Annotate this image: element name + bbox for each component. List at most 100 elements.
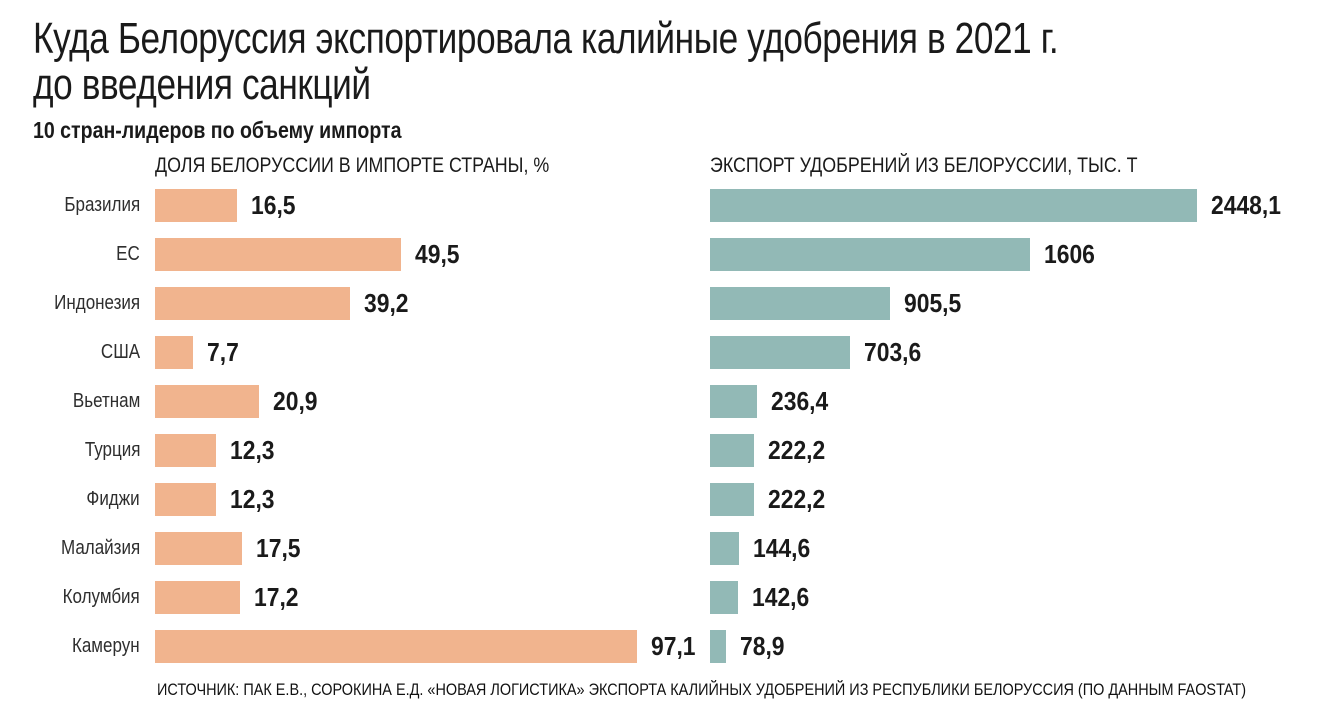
right-chart-title-text: ЭКСПОРТ УДОБРЕНИЙ ИЗ БЕЛОРУССИИ, ТЫС. Т [710,154,1138,177]
share-bar [155,287,350,320]
chart-rows: Бразилия 16,5 2448,1 ЕС 49,5 1606 Индонезия 39,… [33,181,1323,671]
export-value: 236,4 [771,386,829,416]
source-note: ИСТОЧНИК: ПАК Е.В., СОРОКИНА Е.Д. «НОВАЯ… [157,680,1247,699]
export-value: 905,5 [904,288,962,318]
chart-row: Турция 12,3 222,2 [33,426,1323,475]
chart-row: ЕС 49,5 1606 [33,230,1323,279]
share-bar [155,630,637,663]
country-label: Турция [33,439,155,462]
right-chart-title: ЭКСПОРТ УДОБРЕНИЙ ИЗ БЕЛОРУССИИ, ТЫС. Т [710,154,1323,178]
export-bar [710,581,739,614]
export-bar-cell: 142,6 [710,581,1323,614]
share-bar [155,581,241,614]
share-bar-cell: 39,2 [155,287,710,320]
country-label-text: Вьетнам [72,390,140,412]
chart-row: Фиджи 12,3 222,2 [33,475,1323,524]
export-bar-cell: 2448,1 [710,189,1323,222]
share-bar [155,434,217,467]
column-headers: ДОЛЯ БЕЛОРУССИИ В ИМПОРТЕ СТРАНЫ, % ЭКСП… [33,154,1323,178]
export-bar-cell: 236,4 [710,385,1323,418]
export-value: 2448,1 [1211,190,1281,220]
country-label: Индонезия [33,292,155,315]
country-label-text: Индонезия [54,292,140,314]
share-bar-cell: 49,5 [155,238,710,271]
country-label: Бразилия [33,194,155,217]
chart-row: Колумбия 17,2 142,6 [33,573,1323,622]
share-value: 49,5 [414,239,460,269]
chart-row: Малайзия 17,5 144,6 [33,524,1323,573]
export-bar-cell: 1606 [710,238,1323,271]
export-bar-cell: 78,9 [710,630,1323,663]
export-value: 222,2 [768,435,826,465]
left-chart-title-text: ДОЛЯ БЕЛОРУССИИ В ИМПОРТЕ СТРАНЫ, % [155,154,550,177]
export-bar [710,483,755,516]
chart-row: Вьетнам 20,9 236,4 [33,377,1323,426]
share-value: 17,2 [254,582,299,612]
chart-row: США 7,7 703,6 [33,328,1323,377]
share-bar-cell: 20,9 [155,385,710,418]
share-value: 20,9 [272,386,318,416]
export-value: 703,6 [864,337,922,367]
share-bar [155,238,401,271]
country-label: Колумбия [33,586,155,609]
country-label: Малайзия [33,537,155,560]
share-bar [155,532,242,565]
share-value: 97,1 [651,631,696,661]
country-label-text: Бразилия [64,194,140,216]
left-chart-title: ДОЛЯ БЕЛОРУССИИ В ИМПОРТЕ СТРАНЫ, % [155,154,710,178]
export-bar [710,287,891,320]
share-bar-cell: 16,5 [155,189,710,222]
share-bar-cell: 17,5 [155,532,710,565]
share-bar-cell: 7,7 [155,336,710,369]
export-value: 222,2 [768,484,826,514]
chart-row: Камерун 97,1 78,9 [33,622,1323,671]
country-label-text: Колумбия [62,586,140,608]
country-label-text: Турция [84,439,140,461]
export-bar [710,630,726,663]
export-value: 144,6 [752,533,811,563]
export-bar-cell: 703,6 [710,336,1323,369]
share-value: 39,2 [363,288,409,318]
export-bar [710,336,850,369]
share-bar [155,385,259,418]
export-bar [710,238,1030,271]
country-label-text: ЕС [116,243,140,265]
share-bar [155,189,237,222]
page-title: Куда Белоруссия экспортировала калийные … [33,16,1065,108]
chart-row: Бразилия 16,5 2448,1 [33,181,1323,230]
country-label: США [33,341,155,364]
country-label: Вьетнам [33,390,155,413]
country-label: Фиджи [33,488,155,511]
share-bar-cell: 97,1 [155,630,710,663]
chart-row: Индонезия 39,2 905,5 [33,279,1323,328]
page-title-line2: до введения санкций [33,60,371,109]
page-subtitle: 10 стран-лидеров по объему импорта [33,117,402,143]
export-bar-cell: 905,5 [710,287,1323,320]
share-bar [155,483,217,516]
export-value: 78,9 [739,631,785,661]
share-value: 12,3 [230,484,275,514]
share-bar-cell: 12,3 [155,434,710,467]
export-bar [710,434,755,467]
export-bar-cell: 144,6 [710,532,1323,565]
share-value: 17,5 [255,533,301,563]
country-label: ЕС [33,243,155,266]
share-value: 12,3 [230,435,275,465]
share-bar-cell: 12,3 [155,483,710,516]
export-value: 142,6 [752,582,810,612]
country-label-text: Камерун [72,635,140,657]
share-bar-cell: 17,2 [155,581,710,614]
export-bar [710,385,757,418]
country-label: Камерун [33,635,155,658]
export-bar-cell: 222,2 [710,483,1323,516]
export-value: 1606 [1043,239,1095,269]
country-label-text: США [100,341,140,363]
country-label-text: Фиджи [86,488,140,510]
export-bar [710,189,1197,222]
share-value: 7,7 [207,337,240,367]
share-bar [155,336,194,369]
page-title-line1: Куда Белоруссия экспортировала калийные … [33,14,1059,63]
country-label-text: Малайзия [60,537,140,559]
export-bar-cell: 222,2 [710,434,1323,467]
